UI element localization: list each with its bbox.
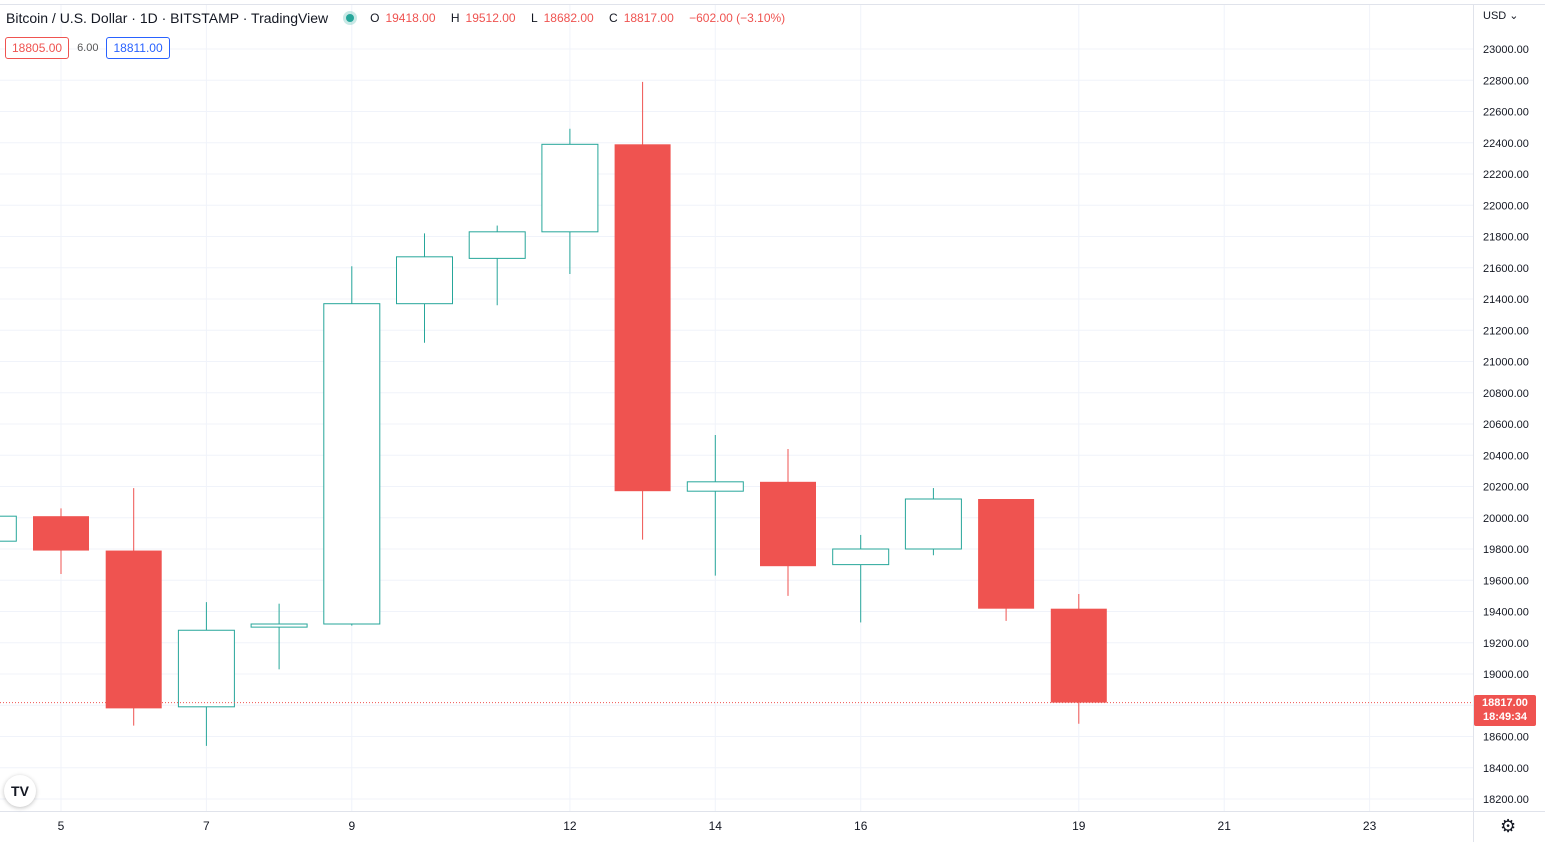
currency-selector[interactable]: USD ⌄ <box>1483 9 1519 22</box>
quote-panel: 18805.00 6.00 18811.00 <box>5 37 170 59</box>
market-status-icon <box>346 14 355 22</box>
y-tick-label: 21200.00 <box>1483 325 1529 337</box>
y-tick-label: 20400.00 <box>1483 450 1529 462</box>
gear-icon[interactable]: ⚙ <box>1500 816 1517 836</box>
x-tick-label: 12 <box>563 819 577 833</box>
x-tick-label: 14 <box>709 819 723 833</box>
low-label: L <box>530 11 538 25</box>
candle-down[interactable] <box>105 550 162 709</box>
candle-up[interactable] <box>0 515 17 542</box>
y-tick-label: 22800.00 <box>1483 75 1529 87</box>
candle-up[interactable] <box>177 629 235 708</box>
high-value: 19512.00 <box>465 11 516 25</box>
high-label: H <box>450 11 460 25</box>
buy-price-button[interactable]: 18811.00 <box>106 37 170 59</box>
candle-down[interactable] <box>614 144 671 492</box>
y-tick-label: 19200.00 <box>1483 638 1529 650</box>
y-tick-label: 20800.00 <box>1483 388 1529 400</box>
x-tick-label: 5 <box>58 819 65 833</box>
y-tick-label: 22400.00 <box>1483 138 1529 150</box>
open-label: O <box>370 11 380 25</box>
chart-legend: Bitcoin / U.S. Dollar · 1D · BITSTAMP · … <box>6 10 791 26</box>
y-tick-label: 19400.00 <box>1483 607 1529 619</box>
spread-value: 6.00 <box>77 42 99 54</box>
x-tick-label: 23 <box>1363 819 1377 833</box>
y-tick-label: 20600.00 <box>1483 419 1529 431</box>
y-tick-label: 19600.00 <box>1483 575 1529 587</box>
x-tick-label: 7 <box>203 819 210 833</box>
candle-down[interactable] <box>1050 608 1107 703</box>
y-tick-label: 21800.00 <box>1483 232 1529 244</box>
last-price-value: 18817.00 <box>1482 697 1528 709</box>
candle-up[interactable] <box>541 143 599 233</box>
candle-up[interactable] <box>686 481 744 492</box>
y-tick-label: 19800.00 <box>1483 544 1529 556</box>
candles-group <box>0 81 1107 746</box>
y-tick-label: 21600.00 <box>1483 263 1529 275</box>
y-tick-label: 23000.00 <box>1483 44 1529 56</box>
chevron-down-icon: ⌄ <box>1509 10 1519 22</box>
y-tick-label: 18200.00 <box>1483 794 1529 806</box>
y-tick-label: 20000.00 <box>1483 513 1529 525</box>
candle-up[interactable] <box>323 303 381 625</box>
open-value: 19418.00 <box>385 11 436 25</box>
candle-up[interactable] <box>832 548 890 566</box>
candle-up[interactable] <box>468 231 526 259</box>
y-tick-label: 22000.00 <box>1483 200 1529 212</box>
low-value: 18682.00 <box>543 11 594 25</box>
x-tick-label: 16 <box>854 819 868 833</box>
tradingview-logo-icon[interactable]: TV <box>4 775 36 807</box>
candle-up[interactable] <box>396 256 453 305</box>
x-tick-label: 21 <box>1218 819 1232 833</box>
y-tick-label: 20200.00 <box>1483 482 1529 494</box>
candle-down[interactable] <box>760 481 816 567</box>
y-tick-label: 21400.00 <box>1483 294 1529 306</box>
y-tick-label: 21000.00 <box>1483 357 1529 369</box>
candle-up[interactable] <box>904 498 962 550</box>
candle-down[interactable] <box>978 499 1035 609</box>
y-tick-label: 22200.00 <box>1483 169 1529 181</box>
bar-countdown: 18:49:34 <box>1482 711 1528 723</box>
last-price-tag: 18817.00 18:49:34 <box>1474 695 1536 726</box>
y-tick-label: 18600.00 <box>1483 732 1529 744</box>
ohlc-values: O 19418.00 H 19512.00 L 18682.00 C 18817.00 … <box>370 11 791 25</box>
x-tick-label: 19 <box>1072 819 1086 833</box>
close-label: C <box>609 11 618 25</box>
symbol-title[interactable]: Bitcoin / U.S. Dollar · 1D · BITSTAMP · … <box>6 10 329 26</box>
change-value: −602.00 (−3.10%) <box>689 11 786 25</box>
y-tick-label: 22600.00 <box>1483 107 1529 119</box>
sell-price-button[interactable]: 18805.00 <box>5 37 70 59</box>
candle-up[interactable] <box>250 623 308 628</box>
x-tick-label: 9 <box>348 819 355 833</box>
y-tick-label: 18400.00 <box>1483 763 1529 775</box>
y-tick-label: 19000.00 <box>1483 669 1529 681</box>
currency-label: USD <box>1483 10 1507 22</box>
candle-down[interactable] <box>33 516 89 551</box>
close-value: 18817.00 <box>623 11 674 25</box>
